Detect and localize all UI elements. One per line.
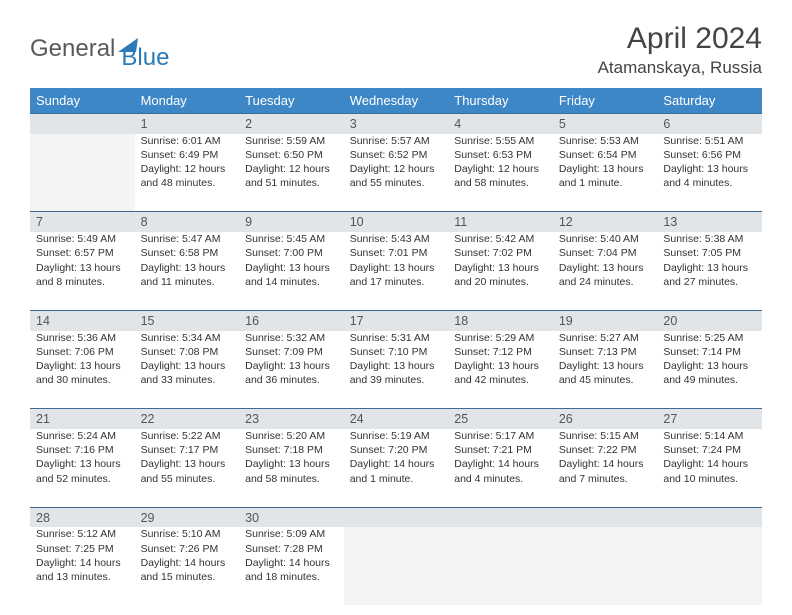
- day-cell: Sunrise: 5:31 AMSunset: 7:10 PMDaylight:…: [344, 331, 449, 409]
- day-cell: Sunrise: 5:57 AMSunset: 6:52 PMDaylight:…: [344, 134, 449, 212]
- day-number-row: 123456: [30, 114, 762, 134]
- day-cell: Sunrise: 5:55 AMSunset: 6:53 PMDaylight:…: [448, 134, 553, 212]
- day-number: 30: [239, 507, 344, 527]
- day-cell: Sunrise: 5:09 AMSunset: 7:28 PMDaylight:…: [239, 527, 344, 605]
- day-number-row: 21222324252627: [30, 409, 762, 429]
- day-number: 14: [30, 310, 135, 330]
- day-number: 12: [553, 212, 658, 232]
- day-cell: Sunrise: 5:34 AMSunset: 7:08 PMDaylight:…: [135, 331, 240, 409]
- day-cell: [657, 527, 762, 605]
- calendar-body: 123456Sunrise: 6:01 AMSunset: 6:49 PMDay…: [30, 114, 762, 606]
- day-number-row: 14151617181920: [30, 310, 762, 330]
- day-cell: Sunrise: 5:14 AMSunset: 7:24 PMDaylight:…: [657, 429, 762, 507]
- day-number: 20: [657, 310, 762, 330]
- day-cell: Sunrise: 5:45 AMSunset: 7:00 PMDaylight:…: [239, 232, 344, 310]
- day-number: 18: [448, 310, 553, 330]
- day-header: Wednesday: [344, 88, 449, 114]
- day-header: Friday: [553, 88, 658, 114]
- day-cell: Sunrise: 5:47 AMSunset: 6:58 PMDaylight:…: [135, 232, 240, 310]
- day-number: 4: [448, 114, 553, 134]
- day-content-row: Sunrise: 5:49 AMSunset: 6:57 PMDaylight:…: [30, 232, 762, 310]
- day-number: [344, 507, 449, 527]
- location: Atamanskaya, Russia: [598, 58, 762, 78]
- day-cell: [344, 527, 449, 605]
- day-cell: Sunrise: 5:40 AMSunset: 7:04 PMDaylight:…: [553, 232, 658, 310]
- day-number: 6: [657, 114, 762, 134]
- day-cell: Sunrise: 5:12 AMSunset: 7:25 PMDaylight:…: [30, 527, 135, 605]
- day-cell: Sunrise: 5:36 AMSunset: 7:06 PMDaylight:…: [30, 331, 135, 409]
- day-number: 13: [657, 212, 762, 232]
- day-number: [448, 507, 553, 527]
- day-number: 8: [135, 212, 240, 232]
- month-title: April 2024: [598, 22, 762, 56]
- day-header: Thursday: [448, 88, 553, 114]
- day-number-row: 78910111213: [30, 212, 762, 232]
- day-cell: Sunrise: 5:59 AMSunset: 6:50 PMDaylight:…: [239, 134, 344, 212]
- logo-sail-icon: [118, 38, 138, 52]
- day-cell: Sunrise: 5:27 AMSunset: 7:13 PMDaylight:…: [553, 331, 658, 409]
- day-number: [30, 114, 135, 134]
- day-cell: Sunrise: 5:22 AMSunset: 7:17 PMDaylight:…: [135, 429, 240, 507]
- logo: General Blue: [30, 26, 169, 72]
- calendar-table: SundayMondayTuesdayWednesdayThursdayFrid…: [30, 88, 762, 605]
- header: General Blue April 2024 Atamanskaya, Rus…: [30, 22, 762, 78]
- day-cell: Sunrise: 5:25 AMSunset: 7:14 PMDaylight:…: [657, 331, 762, 409]
- day-cell: Sunrise: 5:49 AMSunset: 6:57 PMDaylight:…: [30, 232, 135, 310]
- day-cell: Sunrise: 5:20 AMSunset: 7:18 PMDaylight:…: [239, 429, 344, 507]
- day-number: 10: [344, 212, 449, 232]
- title-block: April 2024 Atamanskaya, Russia: [598, 22, 762, 78]
- day-number: 3: [344, 114, 449, 134]
- day-cell: Sunrise: 5:38 AMSunset: 7:05 PMDaylight:…: [657, 232, 762, 310]
- day-number: 21: [30, 409, 135, 429]
- day-number: 22: [135, 409, 240, 429]
- day-number: 2: [239, 114, 344, 134]
- day-header: Tuesday: [239, 88, 344, 114]
- day-cell: Sunrise: 5:15 AMSunset: 7:22 PMDaylight:…: [553, 429, 658, 507]
- day-number: [657, 507, 762, 527]
- day-cell: Sunrise: 5:29 AMSunset: 7:12 PMDaylight:…: [448, 331, 553, 409]
- day-cell: Sunrise: 5:19 AMSunset: 7:20 PMDaylight:…: [344, 429, 449, 507]
- day-cell: Sunrise: 5:53 AMSunset: 6:54 PMDaylight:…: [553, 134, 658, 212]
- day-content-row: Sunrise: 5:24 AMSunset: 7:16 PMDaylight:…: [30, 429, 762, 507]
- day-cell: Sunrise: 6:01 AMSunset: 6:49 PMDaylight:…: [135, 134, 240, 212]
- day-content-row: Sunrise: 5:12 AMSunset: 7:25 PMDaylight:…: [30, 527, 762, 605]
- day-cell: Sunrise: 5:32 AMSunset: 7:09 PMDaylight:…: [239, 331, 344, 409]
- day-number: 27: [657, 409, 762, 429]
- day-number: 28: [30, 507, 135, 527]
- day-content-row: Sunrise: 6:01 AMSunset: 6:49 PMDaylight:…: [30, 134, 762, 212]
- day-number: 19: [553, 310, 658, 330]
- day-number: 5: [553, 114, 658, 134]
- logo-text-1: General: [30, 35, 115, 63]
- day-number: 7: [30, 212, 135, 232]
- day-number: 23: [239, 409, 344, 429]
- day-number: 16: [239, 310, 344, 330]
- calendar-head: SundayMondayTuesdayWednesdayThursdayFrid…: [30, 88, 762, 114]
- day-number: 24: [344, 409, 449, 429]
- day-cell: Sunrise: 5:42 AMSunset: 7:02 PMDaylight:…: [448, 232, 553, 310]
- day-number: 9: [239, 212, 344, 232]
- day-number: 26: [553, 409, 658, 429]
- day-header-row: SundayMondayTuesdayWednesdayThursdayFrid…: [30, 88, 762, 114]
- page: General Blue April 2024 Atamanskaya, Rus…: [0, 0, 792, 615]
- day-cell: Sunrise: 5:10 AMSunset: 7:26 PMDaylight:…: [135, 527, 240, 605]
- day-number: 15: [135, 310, 240, 330]
- day-number-row: 282930: [30, 507, 762, 527]
- day-cell: [448, 527, 553, 605]
- day-number: 11: [448, 212, 553, 232]
- day-cell: [30, 134, 135, 212]
- day-cell: Sunrise: 5:24 AMSunset: 7:16 PMDaylight:…: [30, 429, 135, 507]
- day-header: Monday: [135, 88, 240, 114]
- day-number: 17: [344, 310, 449, 330]
- day-cell: Sunrise: 5:17 AMSunset: 7:21 PMDaylight:…: [448, 429, 553, 507]
- day-cell: Sunrise: 5:43 AMSunset: 7:01 PMDaylight:…: [344, 232, 449, 310]
- day-cell: Sunrise: 5:51 AMSunset: 6:56 PMDaylight:…: [657, 134, 762, 212]
- day-header: Saturday: [657, 88, 762, 114]
- day-number: 29: [135, 507, 240, 527]
- day-cell: [553, 527, 658, 605]
- day-number: 1: [135, 114, 240, 134]
- day-content-row: Sunrise: 5:36 AMSunset: 7:06 PMDaylight:…: [30, 331, 762, 409]
- day-number: [553, 507, 658, 527]
- day-number: 25: [448, 409, 553, 429]
- day-header: Sunday: [30, 88, 135, 114]
